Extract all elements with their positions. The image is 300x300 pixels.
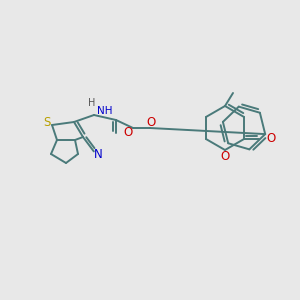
Text: O: O [220, 151, 230, 164]
Text: S: S [43, 116, 51, 130]
Text: O: O [146, 116, 156, 130]
Text: N: N [93, 148, 102, 161]
Text: NH: NH [97, 106, 112, 116]
Text: H: H [88, 98, 96, 108]
Text: O: O [123, 127, 132, 140]
Text: O: O [266, 133, 275, 146]
